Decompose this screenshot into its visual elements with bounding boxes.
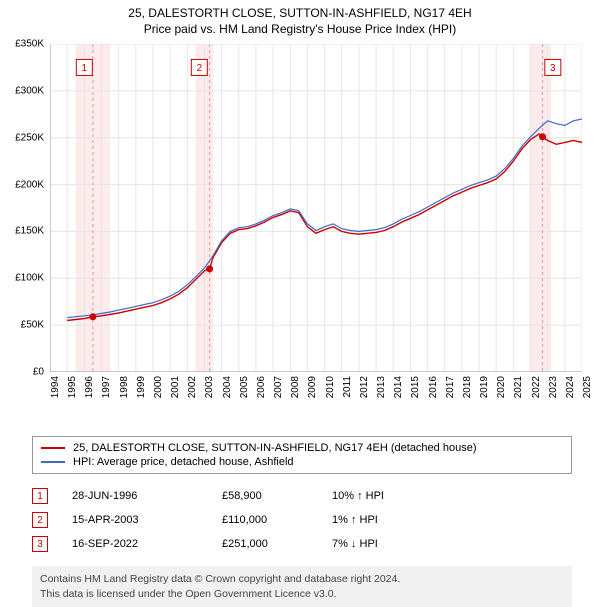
marker-price: £110,000 <box>222 514 332 526</box>
x-tick-label: 2016 <box>428 376 439 398</box>
y-tick-label: £0 <box>33 367 44 378</box>
legend-swatch <box>41 461 65 463</box>
y-tick-label: £300K <box>15 85 44 96</box>
x-tick-label: 2006 <box>256 376 267 398</box>
marker-pct: 7% ↓ HPI <box>332 538 378 550</box>
legend-row: 25, DALESTORTH CLOSE, SUTTON-IN-ASHFIELD… <box>41 441 563 455</box>
x-tick-label: 2017 <box>445 376 456 398</box>
plot-svg: 1 2 3 <box>50 44 582 372</box>
x-tick-label: 2023 <box>548 376 559 398</box>
y-tick-label: £250K <box>15 132 44 143</box>
chart-container: 25, DALESTORTH CLOSE, SUTTON-IN-ASHFIELD… <box>0 0 600 590</box>
x-tick-label: 2011 <box>342 376 353 398</box>
svg-text:2: 2 <box>197 63 203 74</box>
footnote-line2: This data is licensed under the Open Gov… <box>40 587 564 602</box>
x-tick-label: 2013 <box>376 376 387 398</box>
marker-pct: 1% ↑ HPI <box>332 514 378 526</box>
x-tick-label: 2007 <box>273 376 284 398</box>
svg-text:1: 1 <box>82 63 88 74</box>
x-tick-label: 2025 <box>582 376 593 398</box>
x-tick-label: 2001 <box>170 376 181 398</box>
x-tick-label: 2010 <box>325 376 336 398</box>
title-subtitle: Price paid vs. HM Land Registry's House … <box>0 22 600 36</box>
title-address: 25, DALESTORTH CLOSE, SUTTON-IN-ASHFIELD… <box>0 6 600 20</box>
x-tick-label: 2022 <box>531 376 542 398</box>
x-tick-label: 2008 <box>290 376 301 398</box>
footnote-line1: Contains HM Land Registry data © Crown c… <box>40 572 564 587</box>
marker-date: 16-SEP-2022 <box>72 538 222 550</box>
y-tick-label: £150K <box>15 226 44 237</box>
y-tick-label: £200K <box>15 179 44 190</box>
x-tick-label: 2009 <box>307 376 318 398</box>
footnote: Contains HM Land Registry data © Crown c… <box>32 566 572 607</box>
marker-number-box: 3 <box>32 536 48 552</box>
x-tick-label: 2020 <box>496 376 507 398</box>
markers-table: 1 28-JUN-1996£58,90010% ↑ HPI 2 15-APR-2003… <box>32 484 572 556</box>
marker-date: 28-JUN-1996 <box>72 490 222 502</box>
marker-date: 15-APR-2003 <box>72 514 222 526</box>
x-tick-label: 2012 <box>359 376 370 398</box>
marker-number-box: 1 <box>32 488 48 504</box>
x-tick-label: 2004 <box>222 376 233 398</box>
legend-swatch <box>41 447 65 449</box>
x-tick-label: 1996 <box>84 376 95 398</box>
legend-label: 25, DALESTORTH CLOSE, SUTTON-IN-ASHFIELD… <box>73 442 476 454</box>
legend-row: HPI: Average price, detached house, Ashf… <box>41 455 563 469</box>
chart-area: £0£50K£100K£150K£200K£250K£300K£350K 123… <box>32 44 600 396</box>
x-tick-label: 1995 <box>67 376 78 398</box>
x-tick-label: 2000 <box>153 376 164 398</box>
marker-number-box: 2 <box>32 512 48 528</box>
x-tick-label: 2002 <box>187 376 198 398</box>
legend: 25, DALESTORTH CLOSE, SUTTON-IN-ASHFIELD… <box>32 436 572 474</box>
x-tick-label: 1998 <box>119 376 130 398</box>
x-tick-label: 2024 <box>565 376 576 398</box>
x-tick-label: 2005 <box>239 376 250 398</box>
x-tick-label: 1999 <box>136 376 147 398</box>
marker-price: £58,900 <box>222 490 332 502</box>
x-tick-label: 1997 <box>101 376 112 398</box>
y-tick-label: £50K <box>21 320 44 331</box>
legend-label: HPI: Average price, detached house, Ashf… <box>73 456 294 468</box>
y-tick-label: £100K <box>15 273 44 284</box>
marker-row: 1 28-JUN-1996£58,90010% ↑ HPI <box>32 484 572 508</box>
x-tick-label: 2015 <box>410 376 421 398</box>
x-tick-label: 2019 <box>479 376 490 398</box>
marker-row: 3 16-SEP-2022£251,0007% ↓ HPI <box>32 532 572 556</box>
x-tick-label: 2018 <box>462 376 473 398</box>
marker-price: £251,000 <box>222 538 332 550</box>
y-tick-label: £350K <box>15 39 44 50</box>
x-tick-label: 2021 <box>513 376 524 398</box>
x-axis: 1994 1995 1996 1997 1998 1999 2000 2001 2002 2003… <box>50 372 582 398</box>
marker-pct: 10% ↑ HPI <box>332 490 384 502</box>
y-axis: £0£50K£100K£150K£200K£250K£300K£350K <box>0 44 48 372</box>
svg-text:3: 3 <box>550 63 556 74</box>
marker-row: 2 15-APR-2003£110,0001% ↑ HPI <box>32 508 572 532</box>
x-tick-label: 2003 <box>204 376 215 398</box>
x-tick-label: 1994 <box>50 376 61 398</box>
title-block: 25, DALESTORTH CLOSE, SUTTON-IN-ASHFIELD… <box>0 0 600 40</box>
x-tick-label: 2014 <box>393 376 404 398</box>
